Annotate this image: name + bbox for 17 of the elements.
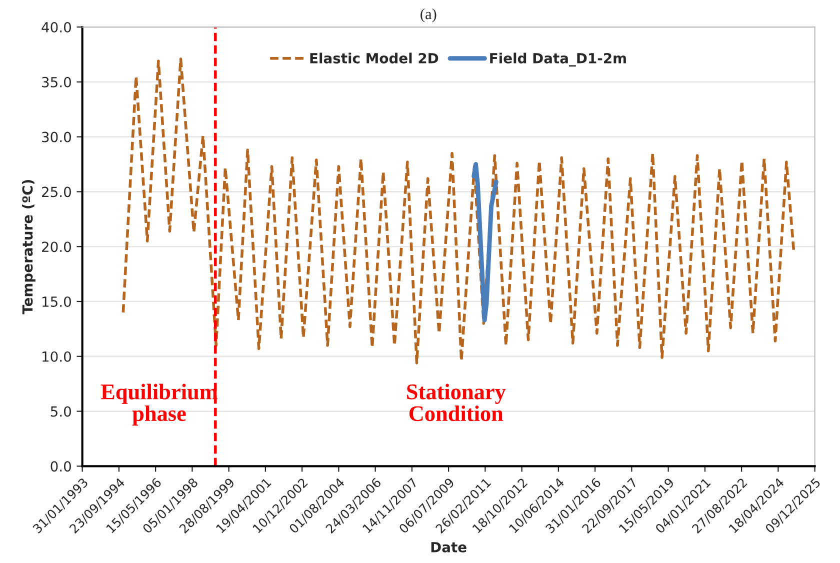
y-tick-label: 10.0	[42, 351, 71, 362]
y-tick-label: 20.0	[42, 242, 71, 252]
y-tick-label: 5.0	[50, 406, 71, 417]
x-axis-title: Date	[431, 542, 466, 552]
legend-label: Elastic Model 2D	[310, 52, 438, 64]
y-tick-label: 25.0	[42, 186, 71, 198]
legend-label: Field Data_D1-2m	[490, 52, 626, 67]
y-tick-label: 30.0	[42, 132, 71, 142]
y-tick-label: 35.0	[42, 76, 71, 88]
y-tick-label: 40.0	[42, 22, 71, 32]
annotation: Equilibrium phase	[100, 384, 218, 426]
y-tick-label: 0.0	[50, 461, 71, 472]
y-axis-title: Temperature (ºC)	[22, 180, 36, 314]
annotation: Stationary Condition	[407, 384, 506, 422]
line-series	[472, 162, 498, 322]
y-tick-label: 15.0	[42, 296, 71, 307]
chart-title: (a)	[420, 8, 436, 22]
